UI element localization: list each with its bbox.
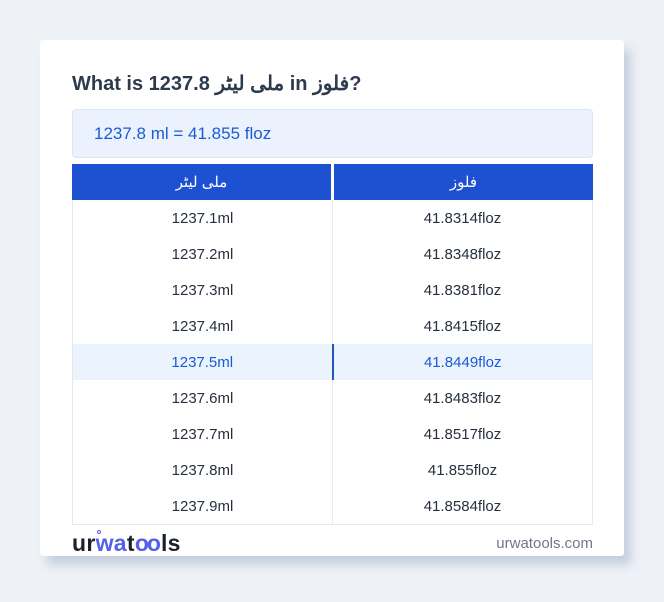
logo-part-ur: ur [72,530,96,556]
table-row[interactable]: 1237.6ml 41.8483floz [73,380,592,416]
table-cell-floz: 41.8517floz [423,425,502,443]
page-title: What is 1237.8 ملی لیٹر in فلوز? [72,73,362,95]
table-cell-milliliter: 1237.9ml [73,488,333,524]
logo-part-wa: wa [95,530,127,556]
table-cell-milliliter: 1237.5ml [73,344,334,380]
table-header-row: ملی لیٹر فلوز [72,164,593,200]
table-row-selected[interactable]: 1237.5ml 41.8449floz [73,344,592,380]
card-footer: urwatools urwatools.com [72,529,593,557]
conversion-table: ملی لیٹر فلوز 1237.1ml 41.8314floz 1237.2m… [72,164,593,525]
table-cell-milliliter: 1237.2ml [73,236,333,272]
table-row[interactable]: 1237.1ml 41.8314floz [73,200,592,236]
table-cell-milliliter: 1237.6ml [73,380,333,416]
table-body: 1237.1ml 41.8314floz 1237.2ml 41.8348floz 12… [72,200,593,525]
urwatools-logo[interactable]: urwatools [72,529,181,557]
table-cell-floz: 41.855floz [427,461,498,479]
table-cell-floz: 41.8381floz [423,281,502,299]
conversion-result-text: 1237.8 ml = 41.855 floz [94,123,272,143]
logo-ring-icon [97,530,101,534]
table-cell-milliliter: 1237.4ml [73,308,333,344]
column-header-floz: فلوز [334,164,593,200]
table-cell-milliliter: 1237.7ml [73,416,333,452]
table-cell-milliliter: 1237.1ml [73,200,333,236]
table-cell-floz: 41.8348floz [423,245,502,263]
table-row[interactable]: 1237.9ml 41.8584floz [73,488,592,524]
table-cell-milliliter: 1237.8ml [73,452,333,488]
table-row[interactable]: 1237.7ml 41.8517floz [73,416,592,452]
table-cell-floz: 41.8483floz [423,389,502,407]
site-url: urwatools.com [496,534,593,552]
logo-part-oo: oo [134,530,161,556]
logo-part-ls: ls [160,530,181,556]
column-header-milliliter: ملی لیٹر [72,164,331,200]
conversion-card: What is 1237.8 ملی لیٹر in فلوز? 1237.8 … [40,40,624,556]
table-cell-floz: 41.8314floz [423,209,502,227]
table-row[interactable]: 1237.8ml 41.855floz [73,452,592,488]
table-row[interactable]: 1237.4ml 41.8415floz [73,308,592,344]
table-row[interactable]: 1237.3ml 41.8381floz [73,272,592,308]
table-cell-milliliter: 1237.3ml [73,272,333,308]
logo-part-t: t [126,530,135,556]
table-cell-floz: 41.8584floz [423,497,502,515]
conversion-result-box: 1237.8 ml = 41.855 floz [72,109,593,158]
table-cell-floz: 41.8449floz [423,353,502,371]
table-row[interactable]: 1237.2ml 41.8348floz [73,236,592,272]
table-cell-floz: 41.8415floz [423,317,502,335]
